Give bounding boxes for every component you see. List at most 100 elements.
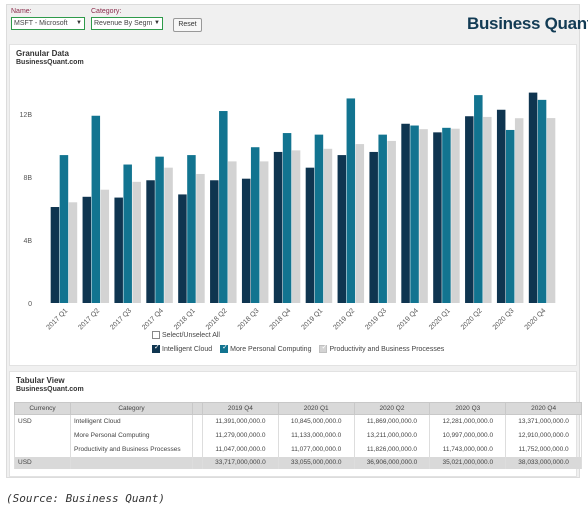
table-card-subtitle: BusinessQuant.com	[16, 386, 84, 393]
column-header[interactable]: 2019 Q4	[202, 402, 279, 415]
table-row: Productivity and Business Processes 11,0…	[14, 442, 582, 457]
x-tick-label: 2019 Q4	[396, 307, 420, 331]
bar	[355, 144, 365, 303]
value-cell: 11,391,000,000.0	[202, 414, 279, 429]
x-tick-label: 2020 Q1	[428, 307, 452, 331]
bar	[273, 151, 283, 303]
bar	[410, 125, 419, 304]
chart-legend: ✓ Intelligent Cloud ✓ More Personal Comput…	[152, 344, 450, 353]
table-row: More Personal Computing 11,279,000,000.0…	[14, 428, 582, 443]
x-tick-label: 2017 Q4	[141, 307, 165, 331]
value-cell: 11,826,000,000.0	[353, 442, 431, 457]
column-header[interactable]: Currency	[14, 402, 71, 415]
bar	[282, 133, 292, 303]
spacer-cell	[192, 442, 203, 457]
select-all-checkbox[interactable]	[152, 331, 160, 339]
x-tick-label: 2019 Q1	[300, 307, 324, 331]
total-cell: 36,906,000,000.0	[353, 456, 431, 469]
bar	[474, 95, 483, 303]
column-header[interactable]: 2020 Q4	[505, 402, 582, 415]
name-select[interactable]: MSFT - Microsoft ▼	[11, 17, 85, 30]
table-total-row: USD 33,717,000,000.0 33,055,000,000.0 36…	[14, 456, 582, 469]
legend-item-intelligent-cloud[interactable]: ✓ Intelligent Cloud	[152, 344, 212, 353]
y-tick-label: 8B	[23, 175, 32, 182]
bar	[337, 155, 347, 303]
filter-toolbar: Name: MSFT - Microsoft ▼ Category: Reven…	[7, 5, 588, 41]
legend-label: Productivity and Business Processes	[329, 345, 445, 353]
bar	[528, 92, 538, 303]
value-cell: 10,845,000,000.0	[277, 414, 355, 429]
category-cell: Productivity and Business Processes	[70, 442, 193, 457]
total-cell: 33,717,000,000.0	[202, 456, 279, 469]
column-header[interactable]: 2020 Q1	[277, 402, 355, 415]
y-tick-label: 12B	[20, 112, 33, 119]
currency-cell: USD	[14, 456, 71, 469]
currency-cell	[14, 442, 71, 457]
value-cell: 11,133,000,000.0	[277, 428, 355, 443]
bar	[82, 196, 92, 303]
column-header[interactable]: Category	[70, 402, 193, 415]
bar	[68, 202, 78, 303]
category-cell	[70, 456, 193, 469]
select-all-row[interactable]: Select/Unselect All	[152, 331, 220, 339]
bar	[419, 129, 428, 303]
bar	[401, 123, 410, 303]
category-cell: Intelligent Cloud	[70, 414, 193, 429]
bar	[114, 197, 123, 303]
bar	[210, 180, 219, 303]
bar	[496, 109, 506, 303]
column-header[interactable]: 2020 Q3	[429, 402, 507, 415]
checkbox-icon: ✓	[152, 344, 160, 353]
total-cell: 33,055,000,000.0	[277, 456, 355, 469]
spacer-cell	[192, 456, 203, 469]
business-quant-logo: Business Quant	[467, 14, 588, 33]
currency-cell	[14, 428, 71, 443]
legend-item-personal-computing[interactable]: ✓ More Personal Computing	[220, 344, 312, 353]
bar	[314, 134, 324, 303]
total-cell: 35,021,000,000.0	[429, 456, 507, 469]
dashboard-frame: Name: MSFT - Microsoft ▼ Category: Reven…	[6, 4, 588, 478]
bar	[228, 161, 237, 303]
bar	[241, 178, 251, 303]
bar	[91, 115, 101, 303]
bar	[50, 207, 60, 303]
x-tick-label: 2017 Q3	[109, 307, 133, 331]
table-header-row: Currency Category 2019 Q4 2020 Q1 2020 Q…	[14, 402, 582, 415]
y-tick-label: 4B	[23, 238, 32, 245]
value-cell: 12,910,000,000.0	[505, 428, 582, 443]
bar	[291, 150, 301, 303]
spacer-cell	[192, 414, 203, 429]
bar	[387, 140, 396, 303]
legend-label: More Personal Computing	[230, 345, 312, 353]
value-cell: 11,047,000,000.0	[202, 442, 279, 457]
x-tick-label: 2020 Q2	[460, 307, 484, 331]
value-cell: 11,869,000,000.0	[353, 414, 431, 429]
reset-button[interactable]: Reset	[173, 18, 202, 32]
bar	[305, 167, 315, 303]
bar	[196, 173, 205, 303]
value-cell: 13,371,000,000.0	[505, 414, 582, 429]
column-header[interactable]: 2020 Q2	[353, 402, 431, 415]
legend-item-productivity[interactable]: ✓ Productivity and Business Processes	[319, 344, 445, 353]
bar	[164, 167, 173, 303]
checkbox-icon: ✓	[220, 344, 229, 353]
bar	[219, 111, 228, 303]
chart-card-title: Granular Data	[16, 49, 69, 58]
spacer-cell	[192, 428, 203, 443]
bar	[442, 127, 451, 303]
name-filter-label: Name:	[11, 8, 32, 15]
bar	[483, 116, 492, 303]
bar	[155, 156, 164, 303]
bar	[100, 189, 110, 303]
x-tick-label: 2020 Q4	[524, 307, 548, 331]
bar	[123, 164, 132, 303]
category-filter-label: Category:	[91, 8, 122, 15]
x-tick-label: 2020 Q3	[492, 307, 516, 331]
chart-card: Granular Data BusinessQuant.com 0 4B 8B 12B…	[9, 44, 577, 366]
value-cell: 11,279,000,000.0	[202, 428, 279, 443]
category-select[interactable]: Revenue By Segm ▼	[91, 17, 163, 30]
checkbox-icon: ✓	[319, 344, 328, 353]
x-tick-label: 2017 Q1	[45, 307, 69, 331]
x-tick-label: 2019 Q2	[332, 307, 356, 331]
bar	[187, 155, 196, 303]
